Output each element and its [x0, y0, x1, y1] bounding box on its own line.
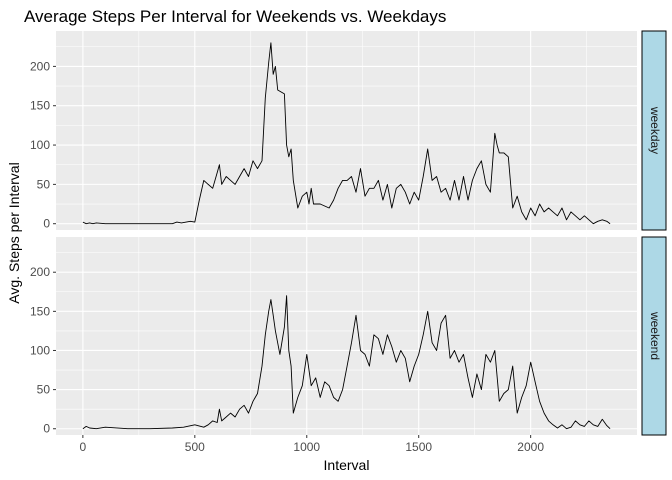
facet-panel-weekend: 0 50 100 150 200 weekend 0 500 1000 1500 2000 [30, 236, 667, 454]
y-tick-label: 50 [37, 177, 51, 191]
y-tick-label: 150 [30, 99, 50, 113]
facet-strip [641, 236, 667, 436]
y-tick-label: 100 [30, 138, 50, 152]
x-tick-label: 2000 [517, 440, 544, 454]
series-line-weekend [82, 295, 611, 430]
chart-title: Average Steps Per Interval for Weekends … [24, 7, 446, 26]
facet-strip-label: weekend [648, 311, 662, 360]
y-tick-label: 50 [37, 383, 51, 397]
series-line-weekday [82, 42, 611, 225]
y-tick-label: 200 [30, 59, 50, 73]
panel-background [56, 31, 637, 230]
y-tick-label: 0 [43, 217, 50, 231]
x-tick-label: 500 [185, 440, 205, 454]
y-tick-label: 0 [43, 422, 50, 436]
x-tick-label: 0 [80, 440, 87, 454]
y-tick-label: 200 [30, 265, 50, 279]
x-axis-title: Interval [324, 457, 370, 473]
y-axis-title: Avg. Steps per Interval [6, 162, 22, 303]
facet-strip-label: weekday [648, 106, 662, 154]
panel-background [56, 237, 637, 435]
facet-panels: 0 50 100 150 200 weekday 0 50 100 150 200 weekend 0 5… [30, 30, 667, 454]
x-tick-label: 1000 [293, 440, 320, 454]
y-tick-label: 150 [30, 304, 50, 318]
facet-panel-weekday: 0 50 100 150 200 weekday [30, 30, 667, 231]
facet-strip [641, 30, 667, 231]
x-tick-label: 1500 [405, 440, 432, 454]
y-tick-label: 100 [30, 343, 50, 357]
